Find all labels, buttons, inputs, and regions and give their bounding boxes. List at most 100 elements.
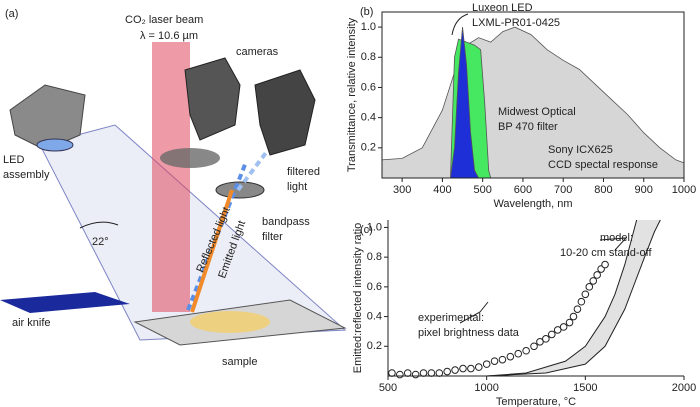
data-point (443, 367, 452, 376)
model-upper (486, 219, 638, 377)
leader-line (459, 301, 489, 324)
y-tick-label: 0.2 (361, 142, 376, 154)
y-tick-label: 0.6 (361, 81, 376, 93)
camera-2 (254, 69, 316, 156)
heated-spot (190, 311, 270, 333)
cameras-label: cameras (236, 46, 279, 58)
x-tick-label: 500 (473, 184, 491, 196)
data-point (589, 277, 598, 285)
annotation: model: (600, 232, 633, 244)
camera-1 (184, 57, 241, 141)
x-tick-label: 300 (393, 184, 411, 196)
data-point (459, 364, 467, 373)
filtered-light-label: filtered (287, 166, 320, 178)
data-point (559, 323, 568, 331)
x-tick-label: 1000 (474, 382, 498, 394)
x-tick-label: 800 (594, 184, 612, 196)
filtered-light-label: light (287, 181, 307, 193)
x-tick-label: 700 (554, 184, 572, 196)
led-label: assembly (3, 169, 50, 181)
data-point (419, 369, 428, 377)
y-tick-label: 0.4 (361, 112, 376, 124)
data-point (403, 369, 412, 377)
annotation: BP 470 filter (498, 121, 558, 133)
air-knife-label: air knife (12, 317, 51, 329)
y-tick-label: 0.8 (367, 251, 382, 263)
data-point (388, 369, 396, 377)
angle-arc (79, 221, 119, 229)
leader-line (451, 13, 469, 36)
data-point (435, 369, 444, 377)
data-point (411, 370, 420, 379)
data-point (593, 271, 601, 279)
x-tick-label: 1000 (672, 184, 696, 196)
y-tick-label: 1.0 (361, 21, 376, 33)
panel-label: (b) (360, 6, 373, 18)
annotation: Luxeon LED (472, 2, 533, 14)
data-point (569, 312, 578, 321)
data-point (553, 326, 562, 334)
data-point (474, 363, 483, 371)
data-point (427, 369, 436, 377)
data-point (482, 360, 491, 368)
y-axis-label: Transmittance, relative intensity (346, 17, 358, 172)
model-lower (486, 219, 661, 377)
data-point (490, 357, 499, 365)
filtered-ray (236, 148, 270, 192)
data-point (581, 290, 590, 299)
x-tick-label: 1500 (573, 382, 597, 394)
laser-label: λ = 10.6 µm (140, 30, 198, 42)
led-box (9, 84, 86, 151)
data-point (536, 338, 544, 346)
camera-1-lens (160, 148, 220, 168)
data-point (530, 342, 538, 351)
light-cone (39, 124, 347, 341)
emitted-ray (190, 189, 234, 313)
led-label: LED (3, 154, 24, 166)
diagram (0, 42, 347, 346)
panel-label: (c) (360, 224, 373, 236)
angle-label: 22° (92, 236, 109, 248)
laser-label: CO₂ laser beam (125, 14, 203, 26)
panel-label: (a) (5, 8, 18, 20)
led-lens (36, 138, 74, 152)
data-point (577, 297, 586, 306)
annotation: LXML-PR01-0425 (472, 17, 560, 29)
data-point (601, 260, 609, 269)
data-point (547, 330, 556, 339)
model-band (486, 220, 661, 376)
annotation: CCD spectal response (548, 159, 658, 171)
data-point (514, 349, 523, 358)
x-tick-label: 600 (514, 184, 532, 196)
data-point (573, 305, 582, 313)
annotation: Midwest Optical (498, 106, 576, 118)
annotation: experimental: (418, 312, 484, 324)
annotation: pixel brightness data (418, 327, 520, 339)
x-tick-label: 900 (635, 184, 653, 196)
annotation: Sony ICX625 (548, 144, 613, 156)
data-point (451, 366, 459, 374)
data-point (467, 364, 475, 373)
spectrum-area (381, 26, 685, 179)
x-axis-label: Temperature, °C (496, 396, 576, 407)
data-point (498, 355, 507, 364)
data-point (396, 370, 404, 379)
data-point (522, 346, 530, 355)
y-tick-label: 0.8 (361, 51, 376, 63)
x-tick-label: 400 (433, 184, 451, 196)
laser-beam (152, 42, 190, 312)
leader-line (599, 237, 628, 251)
sample-label: sample (222, 356, 257, 368)
reflected-ray (186, 161, 248, 311)
plot-frame (381, 11, 685, 179)
y-tick-label: 0.2 (367, 340, 382, 352)
data-point (506, 352, 515, 361)
bandpass-label: bandpass (262, 216, 310, 228)
annotation: 10-20 cm stand-off (560, 247, 652, 259)
bandpass-label: filter (262, 231, 283, 243)
data-point (542, 335, 550, 343)
data-point (565, 318, 574, 327)
x-axis-label: Wavelength, nm (493, 198, 572, 210)
data-point (585, 283, 594, 291)
